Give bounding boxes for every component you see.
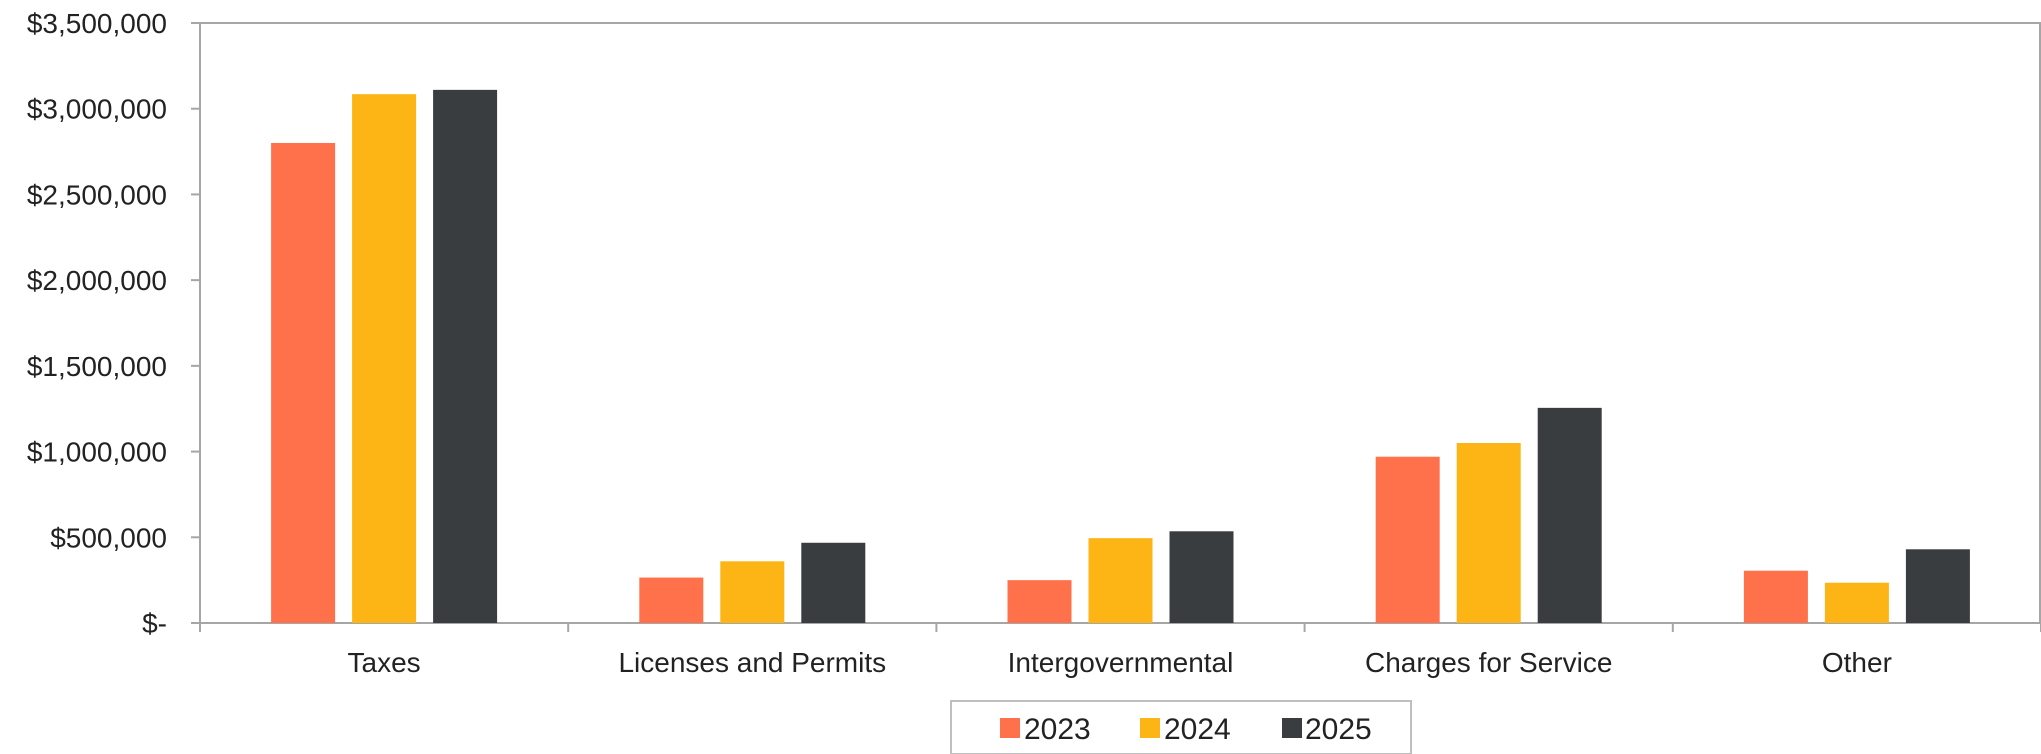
y-tick-label: $500,000 (50, 522, 167, 553)
bar-2025 (433, 89, 498, 624)
x-axis: Taxes Licenses and Permits Intergovernment… (199, 623, 2041, 678)
x-tick-label: Other (1822, 647, 1892, 678)
y-tick-label: $3,500,000 (27, 8, 167, 39)
y-tick-label: $2,500,000 (27, 179, 167, 210)
bar-2025 (1905, 549, 1970, 623)
x-tick-label: Intergovernmental (1008, 647, 1234, 678)
bar-2025 (801, 542, 866, 623)
x-tick-label: Licenses and Permits (618, 647, 886, 678)
y-tick-label: $2,000,000 (27, 265, 167, 296)
bar-2023 (1375, 456, 1440, 623)
y-axis: $- $500,000 $1,000,000 $1,500,000 $2,000,000… (27, 8, 200, 639)
y-tick-label: $1,500,000 (27, 351, 167, 382)
legend-label-2025: 2025 (1305, 713, 1372, 746)
legend-swatch-2025 (1282, 718, 1302, 738)
y-tick-label: $1,000,000 (27, 437, 167, 468)
legend-swatch-2024 (1140, 718, 1160, 738)
x-tick-label: Taxes (348, 647, 421, 678)
bar-2024 (720, 561, 785, 623)
bar-2024 (352, 94, 417, 623)
bar-2023 (639, 577, 704, 623)
y-tick-label: $3,000,000 (27, 94, 167, 125)
bar-2025 (1537, 407, 1602, 623)
bars (271, 89, 1970, 624)
legend: 2023 2024 2025 (950, 700, 1412, 754)
legend-label-2024: 2024 (1164, 713, 1231, 746)
bar-2023 (1007, 580, 1072, 623)
legend-frame (950, 700, 1412, 754)
bar-2023 (1743, 570, 1808, 623)
x-tick-label: Charges for Service (1365, 647, 1612, 678)
bar-2024 (1088, 538, 1153, 623)
legend-label-2023: 2023 (1024, 713, 1091, 746)
bar-2023 (271, 143, 336, 623)
bar-2025 (1169, 531, 1234, 623)
y-tick-label: $- (142, 608, 167, 639)
bar-2024 (1824, 582, 1889, 623)
bar-2024 (1456, 443, 1521, 623)
legend-swatch-2023 (1000, 718, 1020, 738)
